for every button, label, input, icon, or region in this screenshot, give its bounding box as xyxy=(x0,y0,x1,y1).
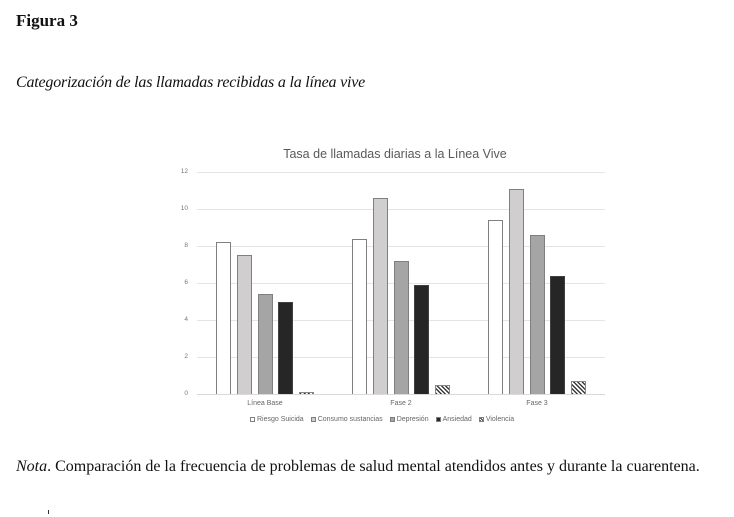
legend-label: Ansiedad xyxy=(442,416,472,423)
bar-riesgo-suicida xyxy=(351,238,367,394)
gridline xyxy=(197,246,605,247)
y-tick-label: 0 xyxy=(184,390,188,397)
legend-swatch-icon xyxy=(310,417,316,422)
legend-label: Riesgo Suicida xyxy=(257,416,304,423)
legend-swatch-icon xyxy=(250,417,255,422)
bar-riesgo-suicida xyxy=(215,242,231,394)
y-tick-label: 12 xyxy=(180,168,188,175)
legend-item: Ansiedad xyxy=(435,416,472,423)
y-tick-label: 2 xyxy=(184,353,188,360)
bar-chart: Tasa de llamadas diarias a la Línea Vive… xyxy=(160,140,620,435)
figure-caption: Categorización de las llamadas recibidas… xyxy=(16,74,366,91)
bar-ansiedad xyxy=(550,275,566,394)
bar-consumo-sustancias xyxy=(508,188,524,394)
y-tick-label: 6 xyxy=(184,279,188,286)
chart-title: Tasa de llamadas diarias a la Línea Vive xyxy=(283,147,507,161)
bar-depresión xyxy=(393,260,409,394)
legend-label: Violencia xyxy=(485,416,515,423)
bar-violencia xyxy=(435,384,451,394)
gridline xyxy=(197,394,605,395)
gridline xyxy=(197,172,605,173)
bar-ansiedad xyxy=(278,301,294,394)
gridline xyxy=(197,209,605,210)
legend-item: Depresión xyxy=(389,416,429,423)
figure-note: Nota. Comparación de la frecuencia de pr… xyxy=(16,452,720,481)
stray-mark xyxy=(48,510,49,514)
legend-swatch-icon xyxy=(435,417,441,422)
bar-ansiedad xyxy=(414,284,430,394)
legend-swatch-icon xyxy=(478,417,484,422)
legend-item: Violencia xyxy=(478,416,515,423)
bar-depresión xyxy=(529,234,545,394)
note-label: Nota xyxy=(16,458,48,475)
bar-depresión xyxy=(257,294,273,394)
y-tick-label: 8 xyxy=(184,242,188,249)
legend-swatch-icon xyxy=(389,417,395,422)
legend-label: Depresión xyxy=(396,416,429,423)
chart-legend: Riesgo Suicida Consumo sustancias Depresió… xyxy=(250,416,514,423)
bar-riesgo-suicida xyxy=(487,220,503,394)
x-tick-label: Fase 3 xyxy=(526,400,548,407)
y-tick-label: 10 xyxy=(180,205,188,212)
x-tick-label: Línea Base xyxy=(247,400,283,407)
note-text: . Comparación de la frecuencia de proble… xyxy=(47,458,700,475)
bar-violencia xyxy=(571,381,587,394)
legend-item: Consumo sustancias xyxy=(310,416,383,423)
legend-label: Consumo sustancias xyxy=(317,416,383,423)
legend-item: Riesgo Suicida xyxy=(250,416,304,423)
bar-violencia xyxy=(299,392,315,394)
plot-area: 0 2 4 6 8 10 12 Línea Base Fase 2 Fase 3 xyxy=(181,168,605,407)
bar-consumo-sustancias xyxy=(236,255,252,394)
y-tick-label: 4 xyxy=(184,316,188,323)
x-tick-label: Fase 2 xyxy=(390,400,412,407)
figure-label: Figura 3 xyxy=(16,11,78,30)
bar-consumo-sustancias xyxy=(372,197,388,394)
